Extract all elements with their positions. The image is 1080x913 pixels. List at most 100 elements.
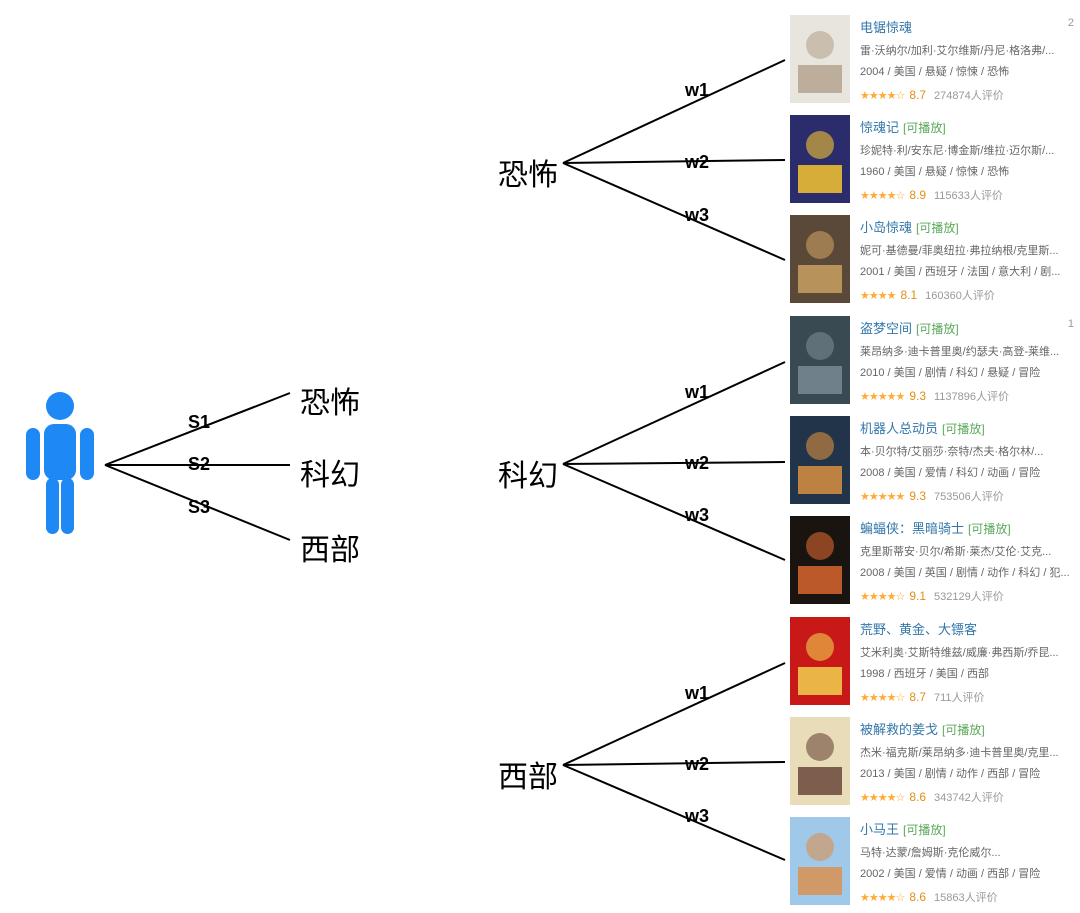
movie-title[interactable]: 小岛惊魂[可播放]	[860, 217, 1080, 236]
movie-rating: 9.1	[909, 589, 926, 603]
movie-info: 被解救的姜戈[可播放] 杰米·福克斯/莱昂纳多·迪卡普里奥/克里... 2013 /…	[860, 717, 1080, 805]
movie-info: 小岛惊魂[可播放] 妮可·基德曼/菲奥纽拉·弗拉纳根/克里斯... 2001 / 美…	[860, 215, 1080, 303]
stars-icon: ★★★★	[860, 289, 895, 302]
movie-poster	[790, 215, 850, 303]
level2-edge-label: w3	[685, 205, 709, 226]
rating-count: 274874人评价	[934, 87, 1004, 103]
rating-count: 711人评价	[934, 689, 985, 705]
movie-info: 机器人总动员[可播放] 本·贝尔特/艾丽莎·奈特/杰夫·格尔林/... 2008 /…	[860, 416, 1080, 504]
movie-meta: 2008 / 美国 / 英国 / 剧情 / 动作 / 科幻 / 犯...	[860, 564, 1080, 580]
movie-title[interactable]: 被解救的姜戈[可播放]	[860, 719, 1080, 738]
level2-edge-label: w3	[685, 806, 709, 827]
rating-row: ★★★★☆ 8.7 711人评价	[860, 689, 1080, 705]
movie-rating: 8.9	[909, 188, 926, 202]
rating-row: ★★★★★9.3753506人评价	[860, 488, 1080, 504]
movie-info: 蝙蝠侠：黑暗骑士[可播放] 克里斯蒂安·贝尔/希斯·莱杰/艾伦·艾克... 2008…	[860, 516, 1080, 604]
stars-icon: ★★★★★	[860, 390, 904, 403]
playable-badge: [可播放]	[942, 422, 985, 436]
movie-card: 1盗梦空间[可播放] 莱昂纳多·迪卡普里奥/约瑟夫·高登-莱维... 2010 / …	[790, 316, 1080, 404]
movie-title[interactable]: 荒野、黄金、大镖客	[860, 619, 1080, 638]
movie-rating: 8.1	[900, 288, 917, 302]
level1-edge-label: S2	[188, 454, 210, 475]
movie-card: 蝙蝠侠：黑暗骑士[可播放] 克里斯蒂安·贝尔/希斯·莱杰/艾伦·艾克... 2008…	[790, 516, 1080, 604]
movie-poster	[790, 115, 850, 203]
stars-icon: ★★★★☆	[860, 691, 904, 704]
movie-title[interactable]: 机器人总动员[可播放]	[860, 418, 1080, 437]
movie-poster	[790, 817, 850, 905]
level1-category-label: 恐怖	[300, 378, 360, 422]
movie-rating: 9.3	[909, 389, 926, 403]
rating-count: 115633人评价	[934, 187, 1003, 203]
level2-edge-label: w1	[685, 80, 709, 101]
rating-row: ★★★★ 8.1 160360人评价	[860, 287, 1080, 303]
movie-title[interactable]: 电锯惊魂	[860, 17, 1080, 36]
stars-icon: ★★★★☆	[860, 189, 904, 202]
level2-category-label: 西部	[498, 752, 558, 796]
level2-edge-label: w1	[685, 683, 709, 704]
rating-row: ★★★★☆ 8.9 115633人评价	[860, 187, 1080, 203]
movie-info: 惊魂记[可播放] 珍妮特·利/安东尼·博金斯/维拉·迈尔斯/... 1960 / 美…	[860, 115, 1080, 203]
movie-poster	[790, 617, 850, 705]
movie-card: 惊魂记[可播放] 珍妮特·利/安东尼·博金斯/维拉·迈尔斯/... 1960 / 美…	[790, 115, 1080, 203]
movie-rank: 2	[1068, 17, 1074, 29]
movie-title[interactable]: 盗梦空间[可播放]	[860, 318, 1080, 337]
playable-badge: [可播放]	[916, 221, 959, 235]
playable-badge: [可播放]	[942, 723, 985, 737]
movie-cast: 莱昂纳多·迪卡普里奥/约瑟夫·高登-莱维...	[860, 343, 1080, 359]
rating-row: ★★★★☆ 9.1 532129人评价	[860, 588, 1080, 604]
movie-rank: 1	[1068, 318, 1074, 330]
movie-poster	[790, 15, 850, 103]
movie-rating: 8.7	[909, 690, 926, 704]
level2-edge-label: w2	[685, 152, 709, 173]
movie-meta: 1960 / 美国 / 悬疑 / 惊悚 / 恐怖	[860, 163, 1080, 179]
rating-row: ★★★★☆ 8.7 274874人评价	[860, 87, 1080, 103]
movie-info: 荒野、黄金、大镖客艾米利奥·艾斯特维兹/威廉·弗西斯/乔昆... 1998 / 西…	[860, 617, 1080, 705]
level2-edge-label: w2	[685, 453, 709, 474]
level2-edge-label: w1	[685, 382, 709, 403]
movie-cast: 杰米·福克斯/莱昂纳多·迪卡普里奥/克里...	[860, 744, 1080, 760]
movie-title[interactable]: 小马王[可播放]	[860, 819, 1080, 838]
movie-card: 机器人总动员[可播放] 本·贝尔特/艾丽莎·奈特/杰夫·格尔林/... 2008 /…	[790, 416, 1080, 504]
movie-cast: 珍妮特·利/安东尼·博金斯/维拉·迈尔斯/...	[860, 142, 1080, 158]
movie-card: 2电锯惊魂雷·沃纳尔/加利·艾尔维斯/丹尼·格洛弗/...2004 / 美国 /…	[790, 15, 1080, 103]
rating-count: 532129人评价	[934, 588, 1004, 604]
rating-row: ★★★★☆8.615863人评价	[860, 889, 1080, 905]
stars-icon: ★★★★☆	[860, 590, 904, 603]
movie-info: 小马王[可播放] 马特·达蒙/詹姆斯·克伦威尔... 2002 / 美国 / 爱情 …	[860, 817, 1080, 905]
level2-category-label: 恐怖	[498, 150, 558, 194]
movie-card: 小岛惊魂[可播放] 妮可·基德曼/菲奥纽拉·弗拉纳根/克里斯... 2001 / 美…	[790, 215, 1080, 303]
movie-meta: 1998 / 西班牙 / 美国 / 西部	[860, 665, 1080, 681]
playable-badge: [可播放]	[903, 121, 946, 135]
level1-edge-label: S1	[188, 412, 210, 433]
level1-edge-label: S3	[188, 497, 210, 518]
movie-title[interactable]: 惊魂记[可播放]	[860, 117, 1080, 136]
rating-count: 160360人评价	[925, 287, 995, 303]
movie-rating: 8.7	[909, 88, 926, 102]
playable-badge: [可播放]	[916, 322, 959, 336]
movie-meta: 2004 / 美国 / 悬疑 / 惊悚 / 恐怖	[860, 63, 1080, 79]
level1-category-label: 西部	[300, 525, 360, 569]
movie-info: 盗梦空间[可播放] 莱昂纳多·迪卡普里奥/约瑟夫·高登-莱维... 2010 / 美…	[860, 316, 1080, 404]
rating-row: ★★★★☆8.6343742人评价	[860, 789, 1080, 805]
rating-count: 343742人评价	[934, 789, 1004, 805]
movie-cast: 本·贝尔特/艾丽莎·奈特/杰夫·格尔林/...	[860, 443, 1080, 459]
movie-cast: 马特·达蒙/詹姆斯·克伦威尔...	[860, 844, 1080, 860]
playable-badge: [可播放]	[903, 823, 946, 837]
movie-meta: 2008 / 美国 / 爱情 / 科幻 / 动画 / 冒险	[860, 464, 1080, 480]
movie-cast: 克里斯蒂安·贝尔/希斯·莱杰/艾伦·艾克...	[860, 543, 1080, 559]
stars-icon: ★★★★☆	[860, 891, 904, 904]
movie-poster	[790, 717, 850, 805]
movie-card: 被解救的姜戈[可播放] 杰米·福克斯/莱昂纳多·迪卡普里奥/克里... 2013 /…	[790, 717, 1080, 805]
movie-meta: 2002 / 美国 / 爱情 / 动画 / 西部 / 冒险	[860, 865, 1080, 881]
stars-icon: ★★★★☆	[860, 89, 904, 102]
movie-meta: 2013 / 美国 / 剧情 / 动作 / 西部 / 冒险	[860, 765, 1080, 781]
movie-cast: 妮可·基德曼/菲奥纽拉·弗拉纳根/克里斯...	[860, 242, 1080, 258]
movie-meta: 2010 / 美国 / 剧情 / 科幻 / 悬疑 / 冒险	[860, 364, 1080, 380]
movie-meta: 2001 / 美国 / 西班牙 / 法国 / 意大利 / 剧...	[860, 263, 1080, 279]
movie-title[interactable]: 蝙蝠侠：黑暗骑士[可播放]	[860, 518, 1080, 537]
movie-poster	[790, 416, 850, 504]
movie-cast: 艾米利奥·艾斯特维兹/威廉·弗西斯/乔昆...	[860, 644, 1080, 660]
playable-badge: [可播放]	[968, 522, 1011, 536]
movie-rating: 9.3	[909, 489, 926, 503]
movie-poster	[790, 516, 850, 604]
